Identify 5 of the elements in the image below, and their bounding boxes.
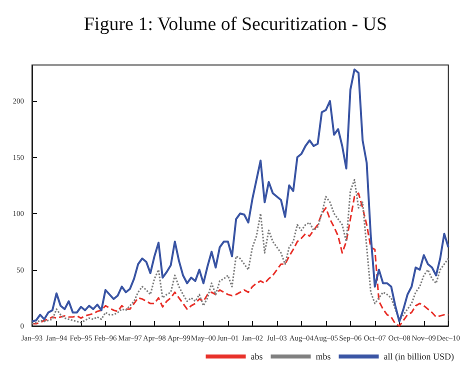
legend-label: all (in billion USD) bbox=[384, 352, 454, 362]
legend-label: mbs bbox=[316, 352, 332, 362]
line-series bbox=[31, 68, 450, 322]
chart-title: Figure 1: Volume of Securitization - US bbox=[84, 14, 388, 35]
legend-label: abs bbox=[250, 352, 264, 362]
